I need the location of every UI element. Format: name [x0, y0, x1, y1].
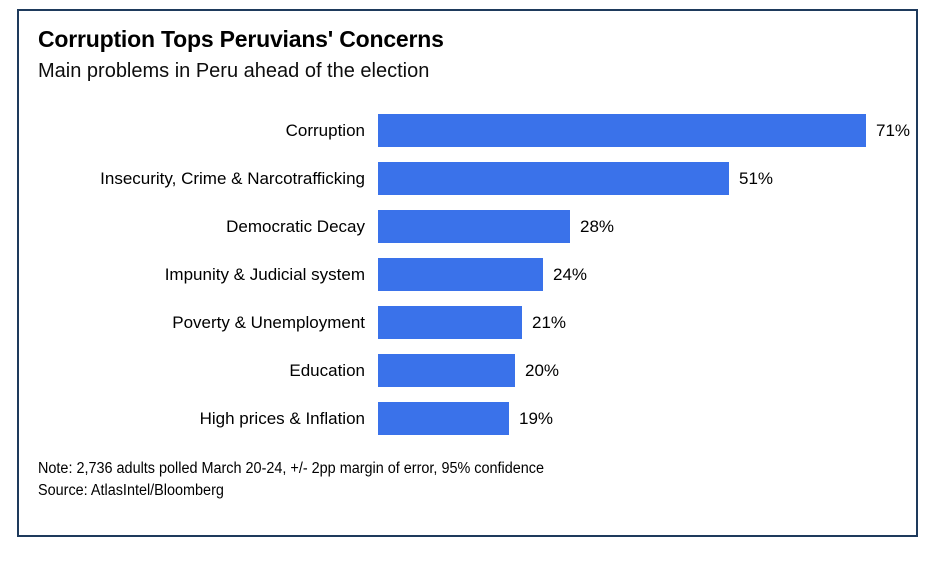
bar-value-label: 21%: [532, 312, 567, 332]
bar-category-label: Impunity & Judicial system: [164, 264, 365, 284]
bar-category-label: Insecurity, Crime & Narcotrafficking: [100, 168, 365, 188]
bar: [378, 114, 866, 147]
bar-category-label: High prices & Inflation: [199, 408, 365, 428]
footer-source: Source: AtlasIntel/Bloomberg: [38, 482, 224, 499]
chart-header: Corruption Tops Peruvians' Concerns Main…: [19, 11, 916, 83]
chart-card: Corruption Tops Peruvians' Concerns Main…: [17, 9, 918, 537]
bar-value-label: 19%: [519, 408, 554, 428]
bar-row: High prices & Inflation 19%: [19, 402, 916, 435]
bar-value-label: 71%: [876, 120, 911, 140]
bar-chart: Corruption 71% Insecurity, Crime & Narcotr…: [19, 114, 916, 435]
bar-row: Education 20%: [19, 354, 916, 387]
bar-row: Insecurity, Crime & Narcotrafficking 51%: [19, 162, 916, 195]
bar-category-label: Poverty & Unemployment: [172, 312, 365, 332]
bar: [378, 162, 729, 195]
bar-row: Democratic Decay 28%: [19, 210, 916, 243]
bar: [378, 210, 570, 243]
bar: [378, 402, 509, 435]
bar: [378, 354, 515, 387]
bar-row: Impunity & Judicial system 24%: [19, 258, 916, 291]
bar-category-label: Education: [289, 360, 365, 380]
bar-value-label: 28%: [580, 216, 615, 236]
bar-category-label: Democratic Decay: [226, 216, 365, 236]
chart-footer: Note: 2,736 adults polled March 20-24, +…: [38, 458, 544, 502]
footer-note: Note: 2,736 adults polled March 20-24, +…: [38, 460, 545, 477]
bar-value-label: 20%: [525, 360, 560, 380]
bar: [378, 258, 543, 291]
bar-category-label: Corruption: [285, 120, 365, 140]
bar-value-label: 51%: [739, 168, 774, 188]
chart-subtitle: Main problems in Peru ahead of the elect…: [38, 60, 430, 82]
bar-value-label: 24%: [553, 264, 588, 284]
bar: [378, 306, 522, 339]
bar-row: Corruption 71%: [19, 114, 916, 147]
bar-row: Poverty & Unemployment 21%: [19, 306, 916, 339]
chart-title: Corruption Tops Peruvians' Concerns: [38, 26, 444, 52]
